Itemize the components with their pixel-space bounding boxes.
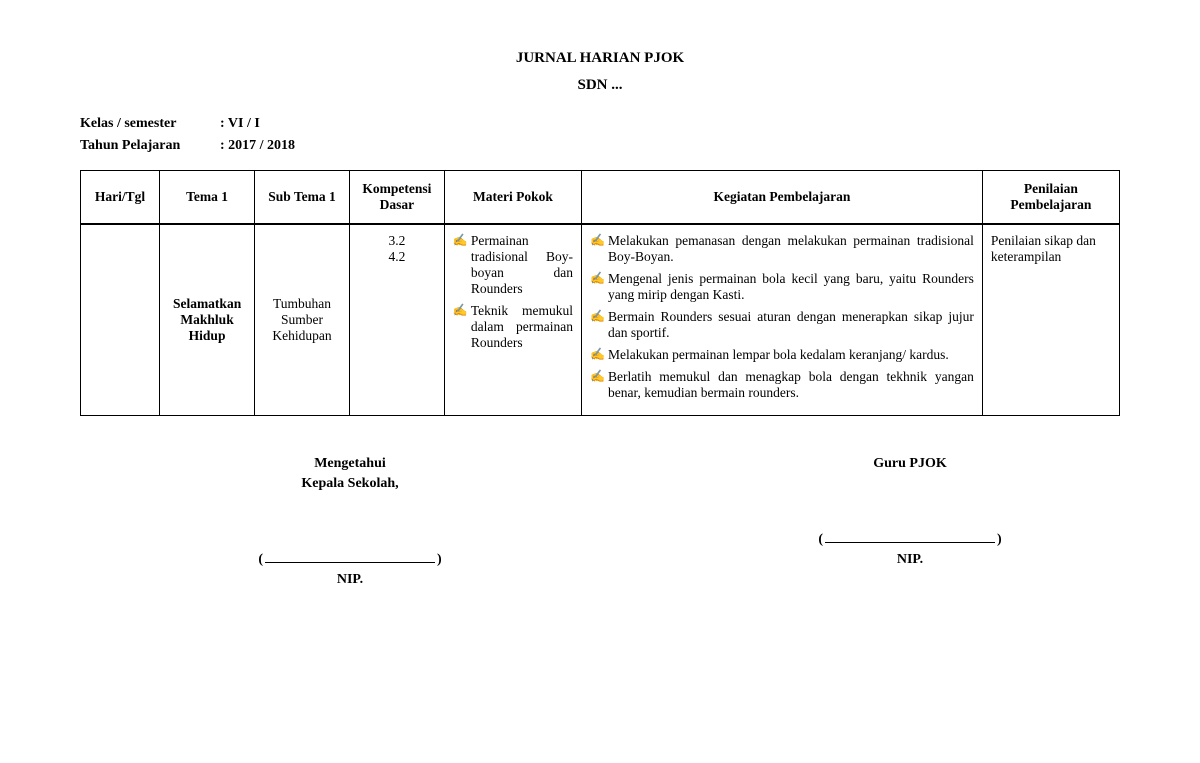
th-penilaian: Penilaian Pembelajaran	[982, 171, 1119, 225]
sig-left-role1: Mengetahui	[200, 456, 500, 472]
materi-item: Permainan tradisional Boy-boyan dan Roun…	[453, 233, 573, 297]
sig-right-line: ()	[760, 532, 1060, 548]
komp-1: 3.2	[358, 233, 436, 249]
th-tema: Tema 1	[160, 171, 255, 225]
meta-value-kelas: VI / I	[220, 116, 260, 132]
signature-area: Mengetahui Kepala Sekolah, () NIP. Guru …	[80, 456, 1120, 588]
school-name: SDN ...	[80, 77, 1120, 94]
signature-left: Mengetahui Kepala Sekolah, () NIP.	[200, 456, 500, 588]
cell-tema: Selamatkan Makhluk Hidup	[160, 224, 255, 416]
cell-penilaian: Penilaian sikap dan keterampilan	[982, 224, 1119, 416]
kegiatan-list: Melakukan pemanasan dengan melakukan per…	[590, 233, 974, 401]
th-materi: Materi Pokok	[444, 171, 581, 225]
materi-item: Teknik memukul dalam permainan Rounders	[453, 303, 573, 351]
meta-block: Kelas / semester VI / I Tahun Pelajaran …	[80, 116, 1120, 154]
cell-hari	[81, 224, 160, 416]
meta-label-kelas: Kelas / semester	[80, 116, 220, 132]
meta-value-tahun: 2017 / 2018	[220, 138, 295, 154]
komp-2: 4.2	[358, 249, 436, 265]
sig-right-role1: Guru PJOK	[760, 456, 1060, 472]
meta-row-tahun: Tahun Pelajaran 2017 / 2018	[80, 138, 1120, 154]
kegiatan-item: Melakukan permainan lempar bola kedalam …	[590, 347, 974, 363]
th-komp: Kompetensi Dasar	[349, 171, 444, 225]
document-title: JURNAL HARIAN PJOK	[80, 50, 1120, 67]
sig-left-nip: NIP.	[200, 572, 500, 588]
kegiatan-item: Bermain Rounders sesuai aturan dengan me…	[590, 309, 974, 341]
kegiatan-item: Mengenal jenis permainan bola kecil yang…	[590, 271, 974, 303]
materi-list: Permainan tradisional Boy-boyan dan Roun…	[453, 233, 573, 351]
journal-table: Hari/Tgl Tema 1 Sub Tema 1 Kompetensi Da…	[80, 170, 1120, 416]
sig-left-line: ()	[200, 552, 500, 568]
meta-label-tahun: Tahun Pelajaran	[80, 138, 220, 154]
signature-right: Guru PJOK () NIP.	[760, 456, 1060, 588]
sig-right-nip: NIP.	[760, 552, 1060, 568]
cell-kegiatan: Melakukan pemanasan dengan melakukan per…	[582, 224, 983, 416]
meta-row-kelas: Kelas / semester VI / I	[80, 116, 1120, 132]
table-header-row: Hari/Tgl Tema 1 Sub Tema 1 Kompetensi Da…	[81, 171, 1120, 225]
kegiatan-item: Melakukan pemanasan dengan melakukan per…	[590, 233, 974, 265]
cell-materi: Permainan tradisional Boy-boyan dan Roun…	[444, 224, 581, 416]
table-row: Selamatkan Makhluk Hidup Tumbuhan Sumber…	[81, 224, 1120, 416]
kegiatan-item: Berlatih memukul dan menagkap bola denga…	[590, 369, 974, 401]
cell-komp: 3.2 4.2	[349, 224, 444, 416]
cell-sub: Tumbuhan Sumber Kehidupan	[255, 224, 350, 416]
th-sub: Sub Tema 1	[255, 171, 350, 225]
sig-left-role2: Kepala Sekolah,	[200, 476, 500, 492]
th-hari: Hari/Tgl	[81, 171, 160, 225]
th-kegiatan: Kegiatan Pembelajaran	[582, 171, 983, 225]
